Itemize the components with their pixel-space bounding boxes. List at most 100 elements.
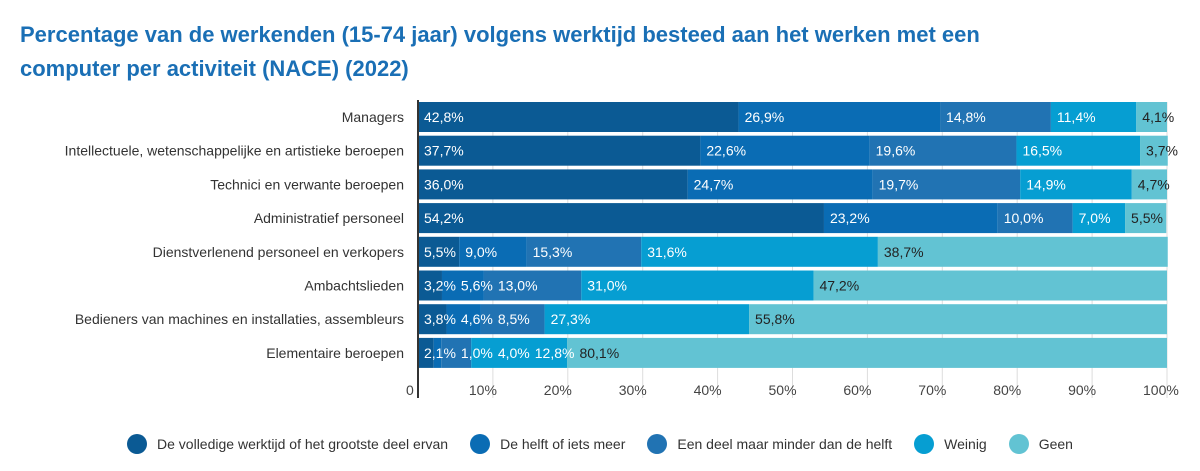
x-tick-label: 70% (918, 382, 946, 398)
bar-segment (1131, 169, 1167, 200)
data-label: 10,0% (1004, 210, 1044, 226)
bar-segment (418, 236, 460, 267)
bar-segment (526, 236, 642, 267)
data-label: 16,5% (1022, 143, 1062, 159)
x-tick-label: 80% (993, 382, 1021, 398)
data-label: 38,7% (884, 244, 924, 260)
legend-swatch-icon (647, 434, 668, 454)
bar-segment (459, 236, 527, 267)
data-label: 9,0% (465, 244, 497, 260)
bar-segment (997, 203, 1073, 234)
data-label: 7,0% (1079, 210, 1111, 226)
data-label: 8,5% (498, 311, 530, 327)
category-label: Ambachtslieden (304, 278, 404, 294)
x-tick-label: 10% (469, 382, 497, 398)
category-label: Intellectuele, wetenschappelijke en arti… (65, 143, 404, 159)
bar-segment (471, 337, 568, 368)
bar-segment (418, 102, 739, 132)
data-label: 5,5% (1131, 210, 1163, 226)
data-label: 37,7% (424, 143, 464, 159)
bar-segment (581, 270, 814, 301)
data-label: 3,2% (424, 278, 456, 294)
category-label: Dienstverlenend personeel en verkopers (153, 244, 404, 260)
data-label: 22,6% (706, 143, 746, 159)
category-label: Bedieners van machines en installaties, … (75, 311, 404, 327)
data-label: 4,7% (1138, 176, 1170, 192)
bar-segment (641, 236, 878, 267)
legend-item[interactable]: Een deel maar minder dan de helft (647, 434, 892, 454)
data-label: 12,8% (535, 345, 575, 361)
legend-swatch-icon (1008, 434, 1029, 454)
data-label: 4,0% (498, 345, 530, 361)
data-label: 3,7% (1146, 143, 1178, 159)
legend-swatch-icon (127, 434, 148, 454)
data-label: 5,6% (461, 278, 493, 294)
legend-item[interactable]: De helft of iets meer (470, 434, 625, 454)
data-label: 80,1% (579, 345, 619, 361)
data-label: 4,6% (461, 311, 493, 327)
bar-segment (700, 135, 870, 166)
x-tick-label: 100% (1143, 382, 1179, 398)
data-label: 26,9% (745, 109, 785, 125)
bar-segment (1125, 203, 1167, 234)
legend-item[interactable]: De volledige werktijd of het grootste de… (127, 434, 448, 454)
x-tick-label: 60% (843, 382, 871, 398)
bar-segment (738, 102, 941, 132)
data-label: 2,1% (424, 345, 456, 361)
x-tick-label: 0 (406, 382, 414, 398)
bar-segment (1072, 203, 1126, 234)
data-label: 11,4% (1057, 109, 1096, 125)
bar-segment (1016, 135, 1141, 166)
category-label: Technici en verwante beroepen (210, 176, 404, 192)
bar-segment (441, 270, 484, 301)
bar-segment (446, 304, 481, 335)
bar-segment (544, 304, 750, 335)
data-label: 42,8% (424, 109, 464, 125)
data-label: 1,0% (461, 345, 493, 361)
bar-segment (418, 135, 701, 166)
data-label: 36,0% (424, 176, 464, 192)
legend-swatch-icon (470, 434, 491, 454)
bar-segment (418, 304, 447, 335)
data-label: 13,0% (498, 278, 538, 294)
legend-label: De volledige werktijd of het grootste de… (157, 436, 449, 452)
bar-segment (687, 169, 873, 200)
bar-segment (441, 337, 472, 368)
data-label: 5,5% (424, 244, 456, 260)
legend-item[interactable]: Weinig (914, 434, 987, 454)
data-label: 55,8% (755, 311, 795, 327)
x-tick-label: 30% (619, 382, 647, 398)
bar-segment (433, 337, 442, 368)
data-label: 23,2% (830, 210, 870, 226)
bar-segment (869, 135, 1017, 166)
data-label: 14,8% (946, 109, 986, 125)
x-tick-label: 50% (769, 382, 797, 398)
legend-item[interactable]: Geen (1008, 434, 1073, 454)
data-label: 27,3% (551, 311, 591, 327)
bar-segment (1020, 169, 1132, 200)
bar-segment (823, 203, 998, 234)
bar-chart: 0 10% 20% 30% 40% 50% 60% 70% 80% 90% 100% Managers… (65, 100, 1179, 398)
legend: De volledige werktijd of het grootste de… (0, 434, 1200, 454)
legend-label: Weinig (944, 436, 987, 452)
category-label: Elementaire beroepen (266, 345, 404, 361)
bar-segment (418, 270, 442, 301)
bar-segment (418, 203, 824, 234)
bar-segment (418, 337, 434, 368)
bar-segment (1140, 135, 1168, 166)
bar-segment (1136, 102, 1167, 132)
data-label: 54,2% (424, 210, 464, 226)
bar-segment (940, 102, 1051, 132)
bar-segment (877, 236, 1168, 267)
category-label: Managers (342, 109, 404, 125)
legend-swatch-icon (914, 434, 935, 454)
bar-segment (480, 304, 545, 335)
bar-segment (813, 270, 1167, 301)
chart-title: Percentage van de werkenden (15-74 jaar)… (20, 22, 980, 81)
bar-segment (418, 169, 688, 200)
x-tick-label: 40% (694, 382, 722, 398)
legend-label: Een deel maar minder dan de helft (677, 436, 893, 452)
legend-label: De helft of iets meer (500, 436, 626, 452)
data-label: 47,2% (819, 278, 859, 294)
